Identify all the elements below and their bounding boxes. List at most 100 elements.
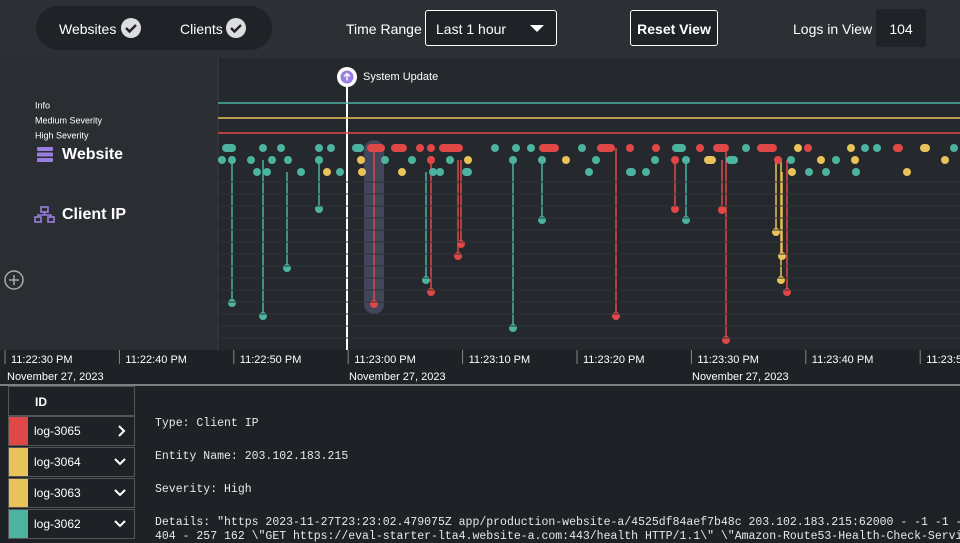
event-dot [671, 156, 679, 164]
event-dot [358, 168, 366, 176]
event-dot [772, 228, 780, 236]
event-dot [218, 156, 226, 164]
event-dot [259, 144, 267, 152]
time-range-select[interactable]: Last 1 hour [425, 10, 557, 46]
event-dot [454, 252, 462, 260]
logs-label: Logs in View [793, 21, 872, 37]
event-dot [893, 144, 903, 152]
event-dot [367, 144, 385, 152]
legend-label: Info [35, 100, 50, 110]
event-dot [391, 144, 407, 152]
log-id: log-3064 [28, 455, 112, 469]
caret [530, 25, 544, 33]
table-row[interactable]: log-3062 [8, 509, 135, 539]
website-icon [37, 147, 53, 162]
filter-clients[interactable]: Clients [180, 21, 223, 37]
check-icon[interactable] [226, 18, 246, 38]
event-dot [787, 156, 795, 164]
log-id: log-3063 [28, 486, 112, 500]
date-label: November 27, 2023 [7, 371, 104, 383]
check-icon[interactable] [121, 18, 141, 38]
reset-button[interactable]: Reset View [630, 10, 718, 46]
detail-line: Details: "https 2023-11-27T23:23:02.4790… [155, 516, 960, 529]
annotation: System Update [363, 71, 438, 83]
event-dot [847, 144, 855, 152]
event-dot [861, 144, 869, 152]
event-dot [259, 312, 267, 320]
event-dot [253, 168, 261, 176]
event-dot [805, 168, 813, 176]
event-dot [427, 144, 435, 152]
event-dot [597, 144, 615, 152]
date-label: November 27, 2023 [692, 371, 789, 383]
event-dot [832, 156, 840, 164]
event-dot [651, 156, 659, 164]
event-dot [539, 144, 559, 152]
event-dot [446, 156, 454, 164]
x-tick-label: 11:23:00 PM [354, 354, 416, 366]
chevron[interactable] [112, 424, 134, 438]
event-dot [327, 144, 335, 152]
x-tick-label: 11:23:10 PM [469, 354, 531, 366]
event-dot [726, 156, 738, 164]
event-dot [527, 144, 535, 152]
table-header: ID [8, 386, 135, 416]
event-dot [722, 336, 730, 344]
event-dot [509, 324, 517, 332]
event-dot [578, 144, 586, 152]
event-dot [585, 168, 593, 176]
event-dot [612, 312, 620, 320]
event-dot [778, 252, 786, 260]
x-tick-label: 11:23:20 PM [583, 354, 645, 366]
event-dot [512, 144, 520, 152]
event-dot [696, 144, 704, 152]
time-range-label: Time Range [346, 21, 422, 37]
table-row[interactable]: log-3064 [8, 447, 135, 477]
table-row[interactable]: log-3063 [8, 478, 135, 508]
event-dot [783, 288, 791, 296]
event-dot [538, 156, 546, 164]
event-dot [822, 168, 830, 176]
row-label: Website [62, 146, 123, 163]
event-dot [626, 144, 634, 152]
event-dot [436, 168, 444, 176]
event-dot [228, 299, 236, 307]
event-dot [742, 144, 750, 152]
event-dot [422, 276, 430, 284]
event-dot [562, 156, 570, 164]
detail-line: 404 - 257 162 \"GET https://eval-starter… [155, 530, 960, 543]
chevron[interactable] [112, 517, 134, 531]
event-dot [462, 168, 472, 176]
severity-swatch [9, 479, 28, 507]
logs-count: 104 [876, 9, 926, 47]
x-tick-label: 11:22:30 PM [11, 354, 73, 366]
x-tick-label: 11:22:40 PM [125, 354, 187, 366]
event-dot [408, 156, 416, 164]
filter-websites[interactable]: Websites [59, 21, 116, 37]
chevron[interactable] [112, 486, 134, 500]
toolbar: Websites Clients Time Range Last 1 hour … [0, 0, 960, 58]
event-dot [672, 144, 686, 152]
event-dot [788, 168, 796, 176]
event-dot [464, 156, 472, 164]
x-tick-label: 11:23:30 PM [697, 354, 759, 366]
detail-line: Type: Client IP [155, 417, 259, 430]
event-dot [277, 144, 285, 152]
event-dot [794, 144, 802, 152]
event-dot [713, 144, 729, 152]
chevron[interactable] [112, 455, 134, 469]
event-dot [491, 144, 499, 152]
table-row[interactable]: log-3065 [8, 416, 135, 446]
timeline: Website Client IP System Update InfoMedi… [0, 58, 960, 386]
event-dot [370, 300, 378, 308]
event-dot [283, 264, 291, 272]
event-dot [682, 216, 690, 224]
x-tick-label: 11:22:50 PM [240, 354, 302, 366]
event-dot [357, 156, 365, 164]
event-dot [297, 168, 305, 176]
event-dot [817, 156, 825, 164]
event-dot [852, 168, 860, 176]
event-dot [804, 144, 812, 152]
event-dot [381, 156, 389, 164]
